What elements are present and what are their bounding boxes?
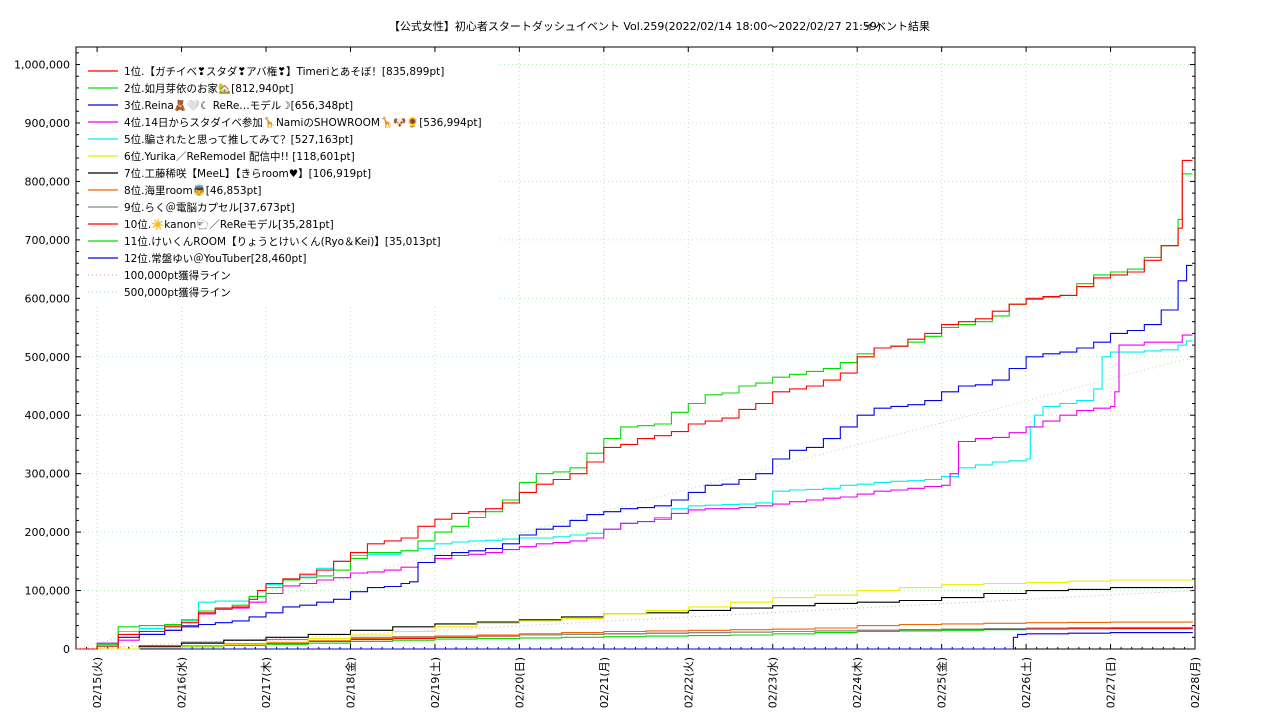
legend-label: 11位.けいくんROOM【りょうとけいくん(Ryo＆Kei)】[35,013pt… <box>124 235 441 248</box>
legend-label: 12位.常盤ゆい＠YouTuber[28,460pt] <box>124 252 306 265</box>
x-tick-label: 02/20(日) <box>513 657 526 708</box>
legend-label: 100,000pt獲得ライン <box>124 269 231 282</box>
legend-label: 2位.如月芽依のお家🏡[812,940pt] <box>124 82 294 95</box>
y-tick-label: 100,000 <box>25 585 71 598</box>
series-line <box>76 579 1194 650</box>
y-tick-label: 700,000 <box>25 234 71 247</box>
x-tick-label: 02/26(土) <box>1020 657 1033 708</box>
y-tick-label: 600,000 <box>25 292 71 305</box>
x-tick-label: 02/27(日) <box>1105 657 1118 708</box>
legend-background <box>80 58 500 304</box>
series-line <box>76 632 1194 650</box>
x-tick-label: 02/17(木) <box>260 657 273 708</box>
chart-title: 【公式女性】初心者スタートダッシュイベント Vol.259(2022/02/14… <box>389 19 881 33</box>
series-line <box>76 334 1193 650</box>
legend-label: 500,000pt獲得ライン <box>124 286 231 299</box>
legend-label: 8位.海里room👼[46,853pt] <box>124 184 261 197</box>
y-tick-label: 800,000 <box>25 175 71 188</box>
y-tick-label: 900,000 <box>25 117 71 130</box>
legend-label: 5位.騙されたと思って推してみて？[527,163pt] <box>124 133 353 146</box>
y-tick-label: 200,000 <box>25 526 71 539</box>
x-tick-label: 02/25(金) <box>935 657 949 708</box>
legend-label: 10位.☀️kanon🐑／ReReモデル[35,281pt] <box>124 218 334 231</box>
x-tick-label: 02/15(火) <box>91 657 104 708</box>
series-lines <box>75 159 1196 650</box>
y-tick-label: 1,000,000 <box>14 59 70 72</box>
y-tick-label: 500,000 <box>25 351 71 364</box>
reference-line <box>75 356 1196 650</box>
series-line <box>76 586 1194 650</box>
series-line <box>76 621 1194 650</box>
x-tick-label: 02/18(金) <box>343 657 357 708</box>
y-tick-label: 400,000 <box>25 409 71 422</box>
y-tick-label: 0 <box>63 643 70 656</box>
x-tick-label: 02/24(木) <box>851 657 864 708</box>
x-tick-label: 02/21(月) <box>598 657 611 708</box>
reference-line <box>75 590 1196 650</box>
chart-subtitle: イベント結果 <box>864 19 930 33</box>
x-tick-label: 02/22(火) <box>682 657 695 708</box>
legend: 1位.【ガチイベ❣スタダ❣アバ権❣】Timeriとあそぼ！[835,899pt]… <box>80 58 500 304</box>
series-line <box>76 340 1193 650</box>
legend-label: 3位.Reina🧸🤍☾ ReRe…モデル☽[656,348pt] <box>124 99 353 112</box>
x-tick-label: 02/19(土) <box>429 657 442 708</box>
legend-label: 6位.Yurika／ReRemodel 配信中!! [118,601pt] <box>124 150 355 163</box>
series-line <box>76 626 1194 650</box>
legend-label: 4位.14日からスタダイベ参加🦒NamiのSHOWROOM🦒🐶🌻[536,994… <box>124 116 482 129</box>
series-line <box>76 159 1193 650</box>
series-line <box>76 264 1193 650</box>
x-tick-label: 02/16(水) <box>176 657 189 708</box>
y-tick-label: 300,000 <box>25 468 71 481</box>
x-tick-label: 02/23(水) <box>767 657 780 708</box>
legend-label: 1位.【ガチイベ❣スタダ❣アバ権❣】Timeriとあそぼ！[835,899pt] <box>124 65 444 78</box>
x-tick-label: 02/28(月) <box>1189 657 1202 708</box>
legend-label: 9位.らく＠電脳カプセル[37,673pt] <box>124 201 295 214</box>
legend-label: 7位.工藤稀咲【MeeL】【きらroom♥】[106,919pt] <box>124 167 371 180</box>
